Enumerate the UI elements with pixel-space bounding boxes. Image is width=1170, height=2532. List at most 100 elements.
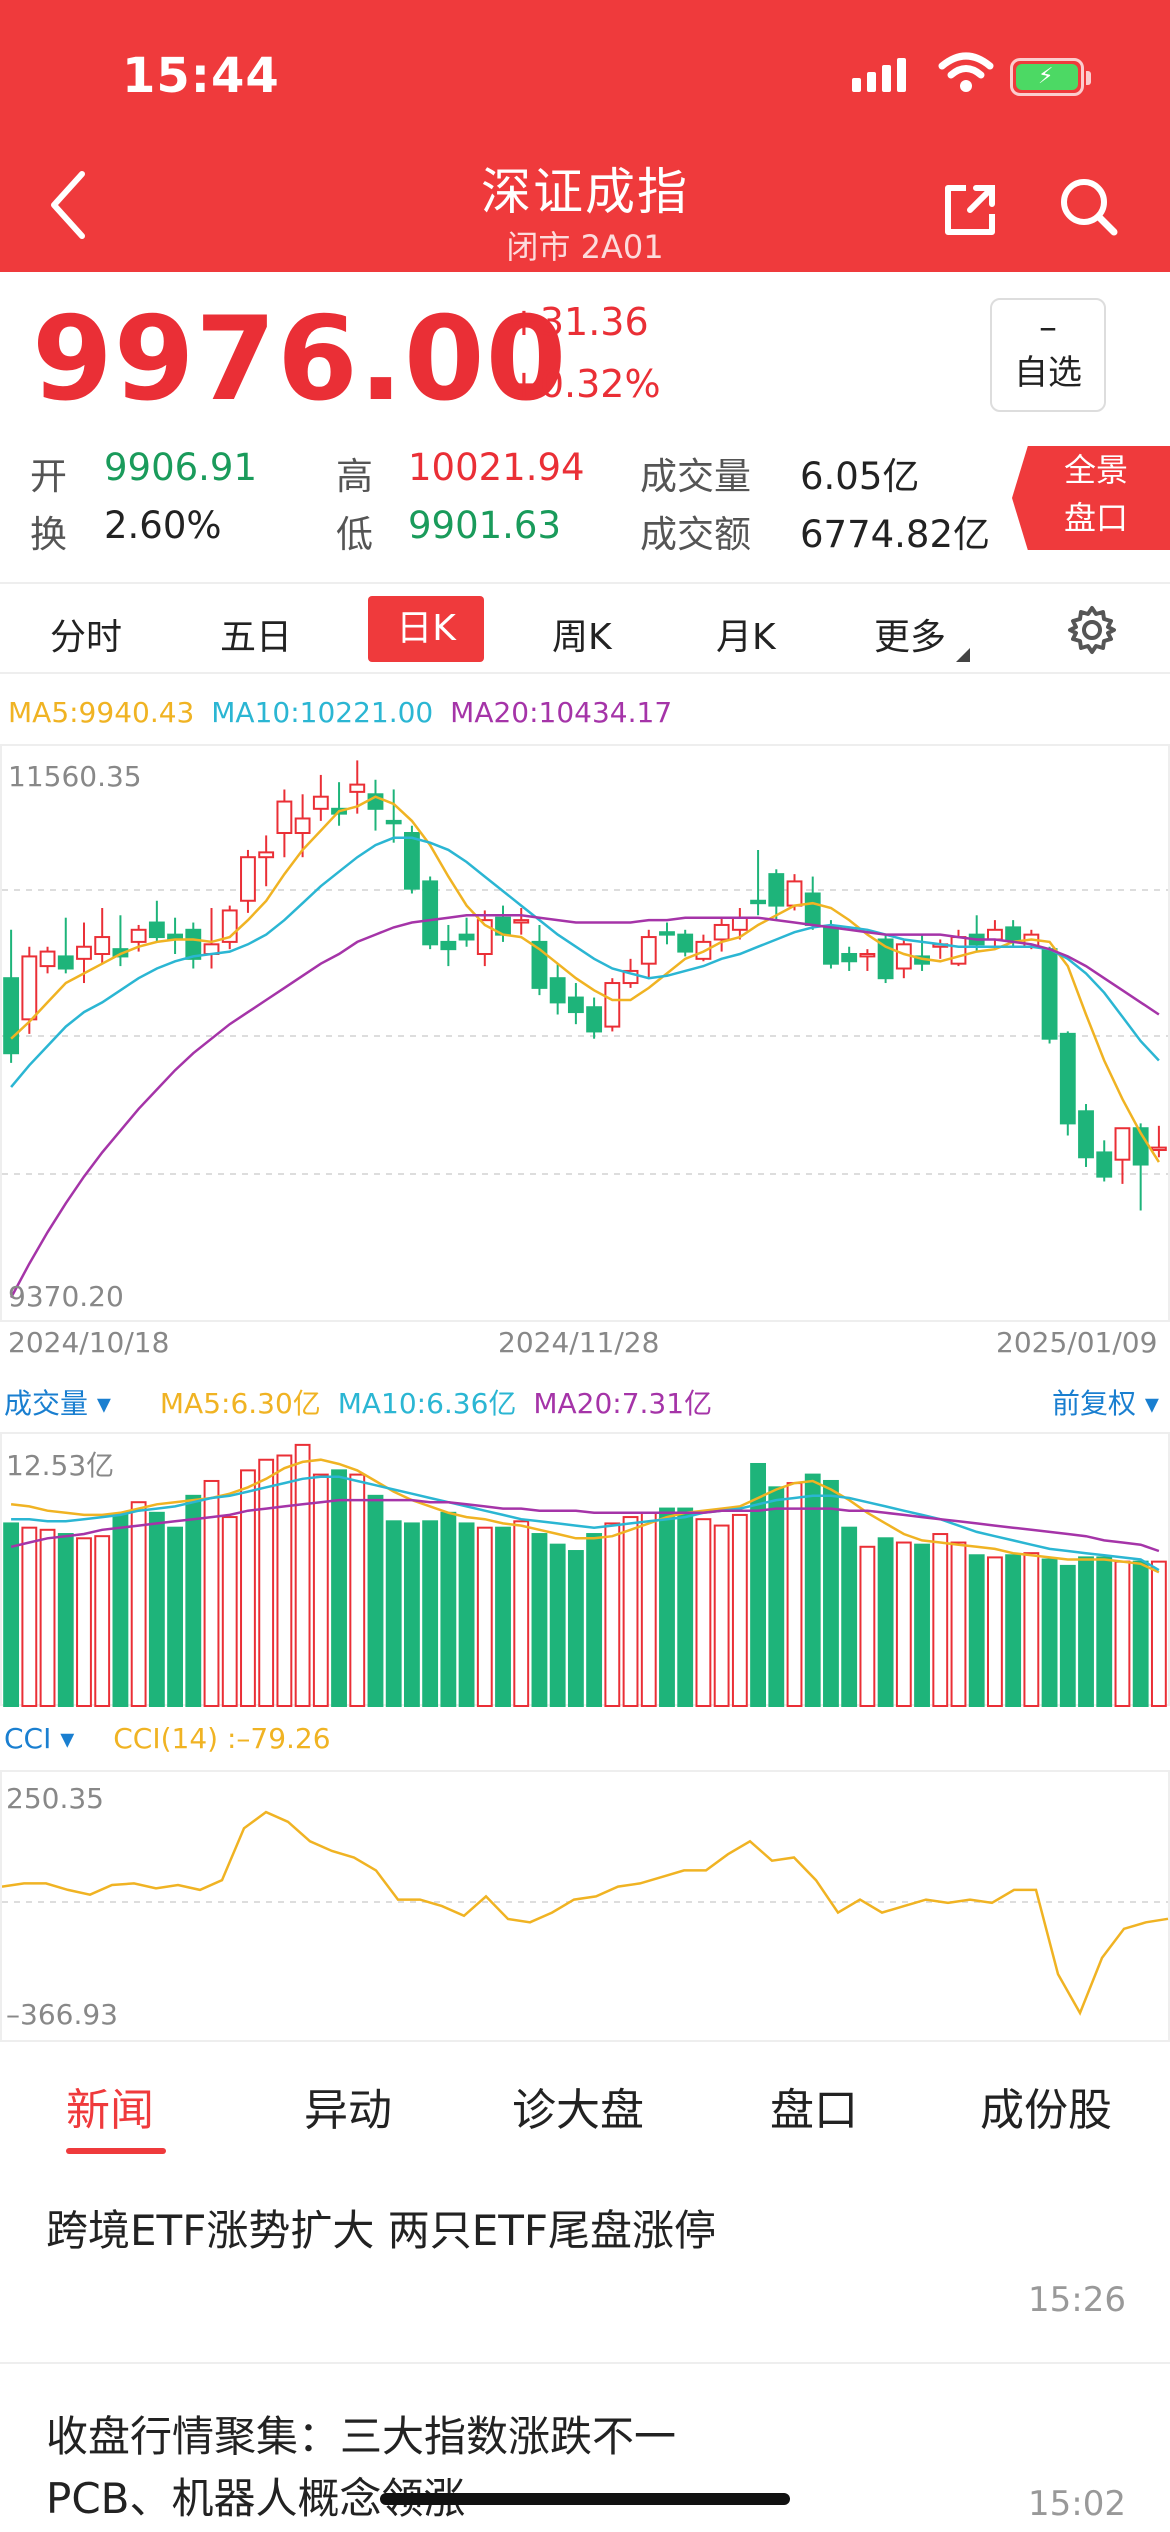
volume-chart[interactable]: 12.53亿 <box>0 1432 1170 1708</box>
page-title: 深证成指 <box>481 163 689 221</box>
volume-bar <box>21 1526 38 1707</box>
news-item-2-title[interactable]: 收盘行情聚集：三大指数涨跌不一 PCB、机器人概念领涨 <box>46 2412 677 2523</box>
candle-body <box>258 851 275 859</box>
tab-orderbook[interactable]: 盘口 <box>770 2085 858 2136</box>
share-icon[interactable] <box>940 180 1000 240</box>
tab-diagnose[interactable]: 诊大盘 <box>512 2085 644 2136</box>
volume-bar <box>331 1469 347 1707</box>
volume-bar <box>258 1458 275 1708</box>
candle-body <box>986 928 1003 941</box>
cci-indicator-select[interactable]: CCI ▾ <box>4 1722 75 1755</box>
active-tab-underline <box>66 2148 166 2154</box>
status-time: 15:44 <box>122 48 280 104</box>
kline-low-label: 9370.20 <box>8 1280 124 1313</box>
volume-label: 成交量 <box>640 455 751 498</box>
candle-body <box>422 880 439 946</box>
candle-body <box>21 955 38 1021</box>
candle-body <box>586 1006 603 1033</box>
search-icon[interactable] <box>1058 176 1120 238</box>
volume-plot <box>3 1443 1167 1708</box>
candle-body <box>677 933 694 953</box>
high-label: 高 <box>336 455 373 498</box>
watchlist-minus: – <box>1039 307 1057 348</box>
add-to-watchlist-button[interactable]: – 自选 <box>990 298 1106 412</box>
tab-intraday[interactable]: 分时 <box>50 617 123 658</box>
candle-body <box>476 919 493 955</box>
kline-chart[interactable]: 11560.35 9370.20 <box>0 744 1170 1322</box>
candle-body <box>750 899 767 905</box>
tab-daily-k[interactable]: 日K <box>368 596 484 662</box>
volume-bar <box>750 1462 767 1707</box>
volume-bar <box>276 1454 293 1707</box>
volume-bar <box>768 1486 785 1707</box>
candle-body <box>403 832 420 890</box>
ma20-legend: MA20:10434.17 <box>450 696 673 729</box>
candle-body <box>731 916 748 931</box>
cci-chart[interactable]: 250.35 –366.93 <box>0 1770 1170 2042</box>
volume-bar <box>349 1473 366 1708</box>
candle-body <box>513 919 530 924</box>
candle-body <box>1059 1032 1076 1125</box>
volume-bar <box>713 1524 730 1707</box>
news-item-1-title[interactable]: 跨境ETF涨势扩大 两只ETF尾盘涨停 <box>46 2206 717 2255</box>
volume-bar <box>3 1522 20 1708</box>
volume-bar <box>1041 1558 1058 1708</box>
tab-monthly-k[interactable]: 月K <box>716 617 776 658</box>
tab-five-day[interactable]: 五日 <box>220 617 293 658</box>
cci-min-label: –366.93 <box>6 1998 118 2031</box>
candle-body <box>1078 1110 1094 1159</box>
more-dropdown-icon <box>956 648 970 662</box>
volume-indicator-select[interactable]: 成交量 ▾ <box>4 1387 111 1420</box>
volume-bar <box>841 1526 858 1707</box>
volume-bar <box>567 1550 584 1707</box>
market-status: 闭市 2A01 <box>506 228 664 266</box>
amount-label: 成交额 <box>640 513 751 556</box>
volume-bar <box>367 1494 384 1708</box>
tab-movers[interactable]: 异动 <box>304 2085 392 2136</box>
volume-bar <box>1114 1560 1131 1707</box>
date-end: 2025/01/09 <box>996 1326 1158 1359</box>
ma5-legend: MA5:9940.43 <box>8 696 195 729</box>
adjust-select[interactable]: 前复权 ▾ <box>1052 1387 1159 1420</box>
panorama-button[interactable]: 全景 盘口 <box>1012 446 1170 550</box>
volume-bar <box>604 1522 621 1708</box>
volume-bar <box>112 1513 129 1707</box>
back-arrow-icon[interactable] <box>48 170 88 240</box>
candle-body <box>786 880 803 907</box>
turnover-label: 换 <box>30 513 67 556</box>
news-item-1-time: 15:26 <box>1028 2280 1126 2320</box>
panorama-line2: 盘口 <box>1063 499 1128 537</box>
volume-bar <box>932 1533 949 1707</box>
volume-bar <box>148 1511 165 1707</box>
volume-bar <box>240 1469 256 1707</box>
tab-more[interactable]: 更多 <box>874 617 947 658</box>
volume-bar <box>167 1526 184 1707</box>
date-mid: 2024/11/28 <box>498 1326 660 1359</box>
cci-legend: CCI ▾ CCI(14) :–79.26 <box>4 1722 331 1755</box>
volume-bar <box>495 1526 511 1707</box>
ma10-legend: MA10:10221.00 <box>211 696 434 729</box>
candle-body <box>804 892 821 926</box>
candle-body <box>185 928 202 960</box>
date-start: 2024/10/18 <box>8 1326 170 1359</box>
candle-body <box>1150 1146 1167 1152</box>
volume-value: 6.05亿 <box>800 455 920 498</box>
tab-weekly-k[interactable]: 周K <box>552 617 612 658</box>
cci-plot <box>2 1810 1169 2016</box>
candle-body <box>713 923 730 941</box>
candle-body <box>659 931 675 936</box>
volume-bar <box>203 1479 220 1708</box>
volume-bar <box>549 1543 566 1707</box>
price-change: +31.36 <box>508 300 649 344</box>
settings-gear-icon[interactable] <box>1066 604 1118 656</box>
tab-news[interactable]: 新闻 <box>66 2085 154 2136</box>
volume-bar <box>622 1516 639 1708</box>
volume-bar <box>914 1543 930 1707</box>
tab-constituents[interactable]: 成份股 <box>980 2085 1112 2136</box>
volume-bar <box>731 1513 748 1707</box>
cellular-signal-icon <box>852 58 906 92</box>
candle-body <box>94 936 111 955</box>
watchlist-label: 自选 <box>1014 353 1082 393</box>
cci-value: CCI(14) :–79.26 <box>113 1722 331 1755</box>
battery-icon: ⚡ <box>1010 58 1091 96</box>
